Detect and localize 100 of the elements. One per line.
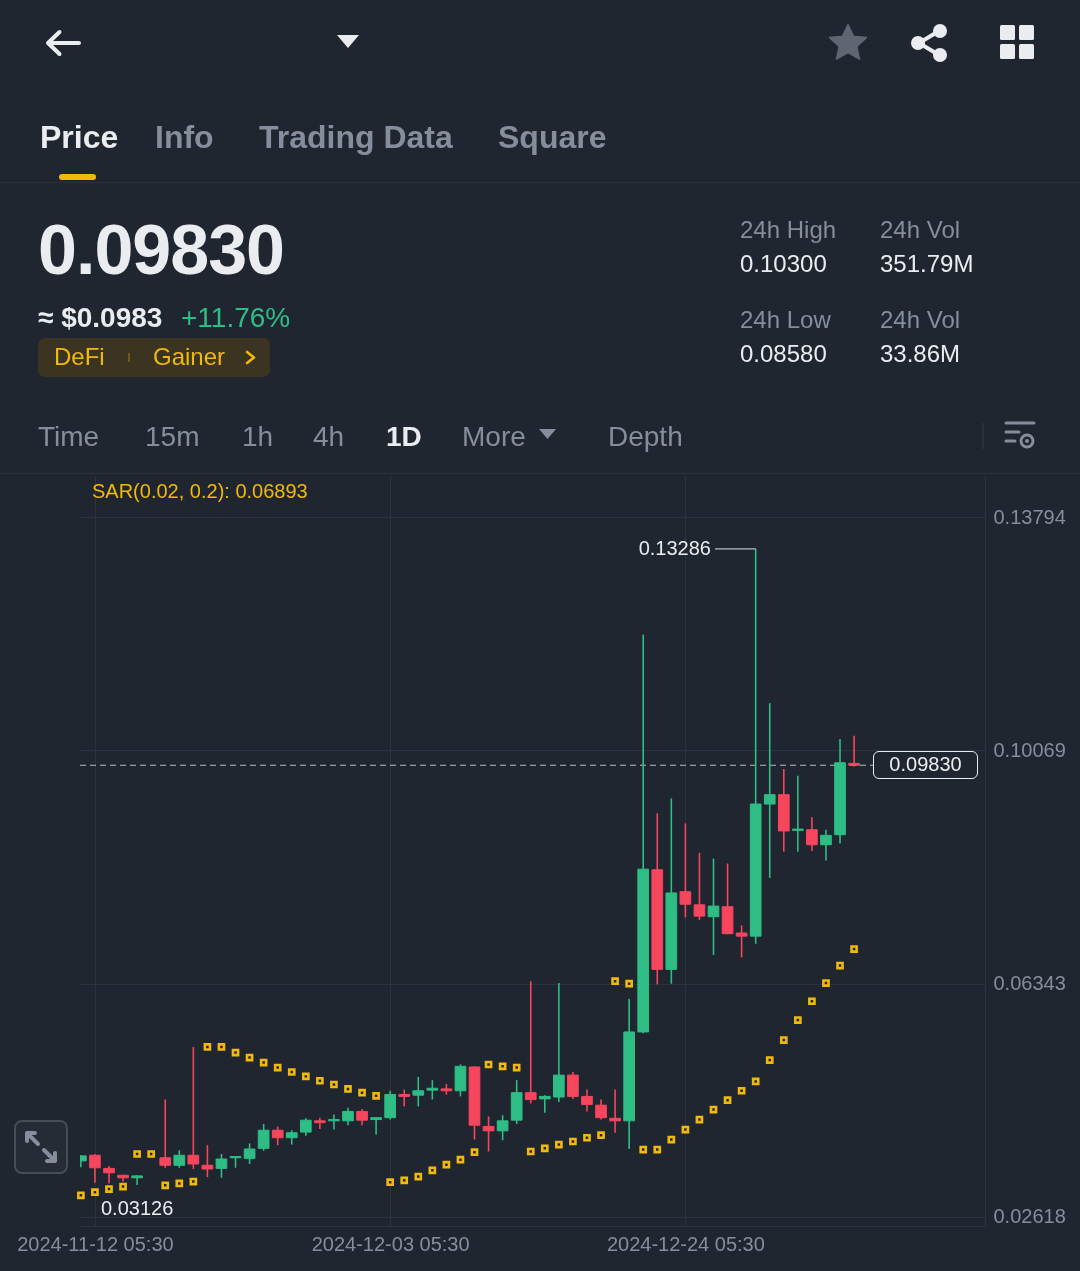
point	[569, 1137, 577, 1146]
point	[794, 1016, 802, 1024]
x-tick-label: 2024-11-12 05:30	[17, 1232, 174, 1255]
point	[414, 1172, 423, 1181]
point	[822, 979, 830, 987]
text: 24h High	[740, 215, 837, 245]
candlestick	[848, 735, 860, 768]
candlestick	[328, 1113, 340, 1131]
candlestick	[567, 1071, 579, 1100]
point	[175, 1179, 184, 1188]
point	[779, 1036, 788, 1044]
y-tick-label: 0.13794	[993, 505, 1066, 528]
candlestick	[538, 1094, 551, 1114]
point	[316, 1076, 324, 1085]
ref-line-label: 0.09830	[889, 753, 962, 776]
text: 0.08580	[740, 339, 827, 369]
text: ≈ $0.0983	[38, 301, 163, 335]
text: More	[462, 420, 526, 454]
point	[77, 1191, 85, 1200]
text: +11.76%	[181, 301, 291, 335]
point	[442, 1160, 451, 1169]
point	[695, 1115, 704, 1124]
text: 24h Vol	[880, 215, 961, 245]
candlestick	[735, 924, 748, 959]
annotation: 0.13286	[638, 536, 711, 559]
point	[245, 1053, 254, 1062]
point	[667, 1135, 676, 1144]
point	[301, 1072, 310, 1081]
point	[470, 1148, 479, 1156]
text: Time	[38, 420, 100, 454]
text: Gainer	[153, 342, 226, 372]
text: 24h Low	[740, 305, 831, 335]
point	[287, 1068, 296, 1076]
point	[105, 1185, 113, 1193]
point	[91, 1188, 99, 1197]
point	[217, 1043, 226, 1051]
point	[372, 1091, 380, 1100]
text: 4h	[313, 420, 345, 454]
point	[639, 1145, 648, 1154]
candlestick	[820, 828, 832, 862]
candlestick	[201, 1144, 214, 1178]
point	[751, 1077, 760, 1086]
point	[161, 1181, 170, 1190]
text: 351.79M	[880, 249, 974, 279]
point	[526, 1147, 535, 1156]
point	[358, 1088, 366, 1097]
candlestick	[792, 775, 804, 853]
text: 15m	[145, 420, 200, 454]
point	[428, 1166, 437, 1175]
candlestick	[384, 1089, 396, 1121]
point	[709, 1105, 718, 1114]
x-tick-label: 2024-12-03 05:30	[311, 1232, 470, 1255]
point	[836, 961, 844, 970]
candlestick	[679, 822, 692, 919]
point	[498, 1062, 507, 1071]
point	[203, 1043, 212, 1051]
point	[259, 1058, 268, 1067]
candlestick	[763, 702, 776, 879]
text: Trading Data	[259, 117, 453, 157]
point	[456, 1155, 465, 1164]
text: 1D	[386, 420, 422, 454]
candlestick	[257, 1123, 270, 1152]
candlestick	[243, 1142, 256, 1165]
candlestick	[398, 1088, 411, 1108]
text: DeFi	[54, 342, 105, 372]
candlestick	[159, 1098, 172, 1169]
point	[273, 1063, 282, 1072]
candlestick	[131, 1174, 143, 1186]
point	[597, 1131, 605, 1140]
candlestick	[271, 1125, 284, 1147]
point	[119, 1182, 127, 1191]
text: Price	[40, 117, 119, 157]
point	[330, 1080, 338, 1089]
text: 24h Vol	[880, 305, 961, 335]
y-tick-label: 0.10069	[993, 738, 1066, 761]
point	[147, 1150, 156, 1158]
text: 0.09830	[38, 210, 285, 291]
candlestick	[693, 852, 706, 921]
candlestick	[187, 1046, 200, 1170]
text: 0.10300	[740, 249, 827, 279]
text: Square	[498, 117, 607, 157]
annotation: 0.03126	[100, 1196, 174, 1219]
text: SAR(0.02, 0.2): 0.06893	[92, 480, 308, 502]
point	[583, 1133, 591, 1142]
point	[808, 997, 816, 1006]
candlestick	[609, 1088, 621, 1134]
candlestick	[595, 1098, 607, 1121]
text: Depth	[608, 420, 683, 454]
candlestick	[370, 1116, 382, 1136]
point	[611, 977, 619, 986]
text: 1h	[242, 420, 274, 454]
point	[189, 1177, 198, 1186]
x-tick-label: 2024-12-24 05:30	[606, 1232, 765, 1255]
text: Info	[155, 117, 214, 157]
candlestick	[482, 1115, 495, 1153]
point	[653, 1145, 662, 1154]
candlestick	[707, 857, 720, 956]
candlestick	[426, 1079, 439, 1101]
point	[555, 1140, 563, 1149]
point	[681, 1125, 690, 1134]
